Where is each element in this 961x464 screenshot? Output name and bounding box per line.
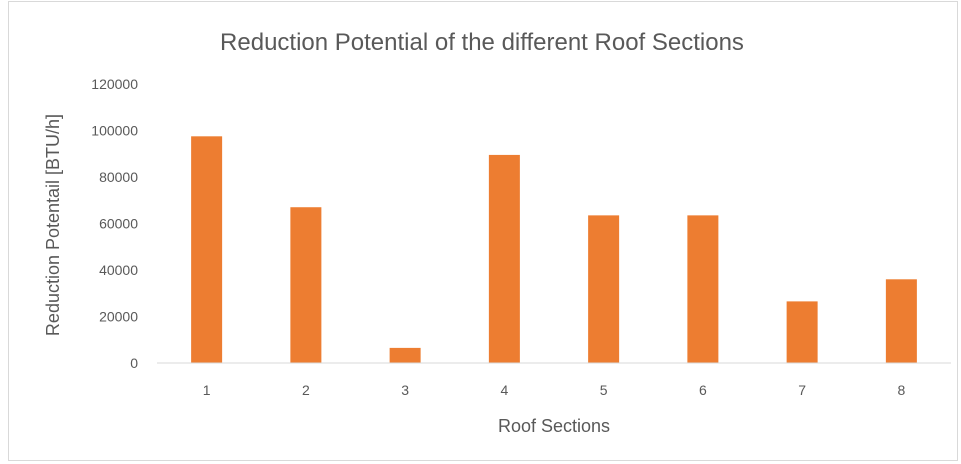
bars [191, 136, 917, 363]
y-tick-label: 120000 [91, 76, 138, 92]
y-axis-ticks: 0 20000 40000 60000 80000 100000 120000 [91, 76, 138, 371]
x-tick-label: 3 [401, 382, 409, 398]
y-tick-label: 80000 [99, 169, 138, 185]
chart-title: Reduction Potential of the different Roo… [220, 29, 744, 56]
bar-section-3 [389, 347, 421, 363]
chart-frame [8, 1, 958, 461]
x-axis-title: Roof Sections [498, 416, 610, 436]
x-axis-ticks: 1 2 3 4 5 6 7 8 [203, 382, 906, 398]
x-tick-label: 6 [699, 382, 707, 398]
x-tick-label: 4 [500, 382, 508, 398]
bar-section-8 [885, 279, 917, 363]
bar-section-6 [687, 215, 719, 363]
y-axis-title: Reduction Potentail [BTU/h] [43, 114, 63, 336]
y-tick-label: 60000 [99, 216, 138, 232]
bar-section-4 [488, 154, 520, 363]
x-tick-label: 2 [302, 382, 310, 398]
bar-section-5 [588, 215, 620, 363]
bar-section-7 [786, 301, 818, 363]
y-tick-label: 0 [130, 355, 138, 371]
bar-section-2 [290, 207, 322, 363]
x-tick-label: 5 [600, 382, 608, 398]
bar-section-1 [191, 136, 223, 363]
x-tick-label: 8 [897, 382, 905, 398]
y-tick-label: 100000 [91, 123, 138, 139]
y-tick-label: 40000 [99, 262, 138, 278]
y-tick-label: 20000 [99, 309, 138, 325]
x-tick-label: 1 [203, 382, 211, 398]
x-tick-label: 7 [798, 382, 806, 398]
